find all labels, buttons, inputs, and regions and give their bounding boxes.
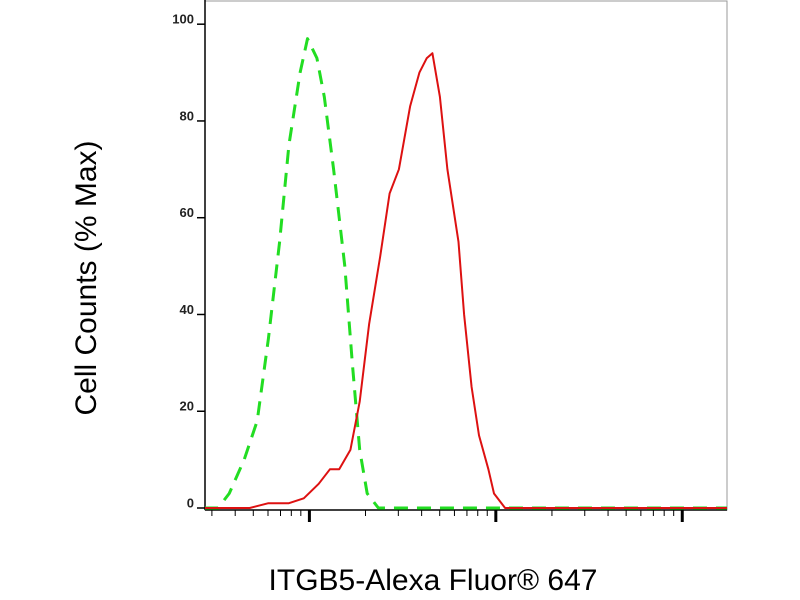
y-axis-label: Cell Counts (% Max)	[70, 140, 103, 415]
plot-frame	[204, 0, 728, 511]
y-tick-label: 80	[180, 108, 194, 123]
histogram-line	[205, 52, 727, 509]
y-tick-label: 40	[180, 302, 194, 317]
x-axis-label: ITGB5-Alexa Fluor® 647	[269, 564, 598, 597]
y-tick-label: 0	[187, 495, 194, 510]
histogram-line	[205, 37, 727, 510]
y-tick-label: 100	[172, 12, 194, 27]
y-tick-label: 20	[180, 399, 194, 414]
y-tick-label: 60	[180, 205, 194, 220]
